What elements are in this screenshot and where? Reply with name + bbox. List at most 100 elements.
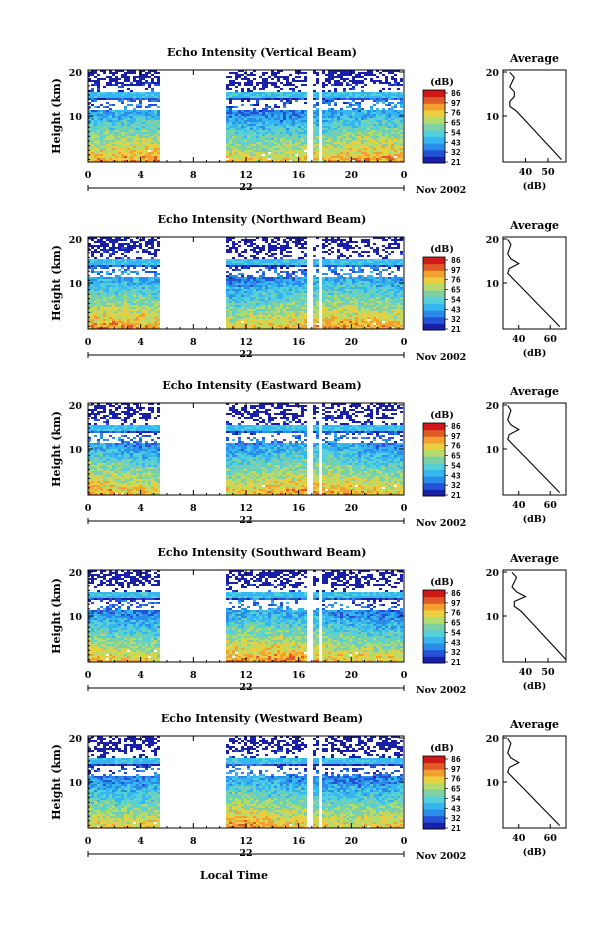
heatmap-cell [289,317,292,319]
heatmap-cell [130,128,133,130]
heatmap-cell [340,122,343,124]
heatmap-cell [100,96,103,98]
heatmap-cell [286,281,289,283]
heatmap-cell [112,156,115,158]
heatmap-cell [301,247,304,249]
heatmap-cell [238,259,241,261]
heatmap-cell [370,122,373,124]
heatmap-cell [322,158,325,160]
heatmap-cell [127,263,130,265]
heatmap-cell [292,120,295,122]
heatmap-cell [265,80,268,82]
heatmap-cell [391,148,394,150]
heatmap-cell [88,309,91,311]
heatmap-cell [343,142,346,144]
heatmap-cell [391,144,394,146]
heatmap-cell [289,255,292,257]
heatmap-cell [280,271,283,273]
heatmap-cell [154,96,157,98]
heatmap-cell [268,120,271,122]
heatmap-cell [253,154,256,156]
heatmap-cell [100,136,103,138]
heatmap-cell [328,72,331,74]
heatmap-cell [301,243,304,245]
heatmap-cell [142,110,145,112]
heatmap-cell [394,120,397,122]
heatmap-cell [127,319,130,321]
heatmap-cell [130,92,133,94]
heatmap-cell [97,128,100,130]
heatmap-cell [118,142,121,144]
heatmap-cell [118,70,121,72]
heatmap-cell [250,72,253,74]
heatmap-cell [148,110,151,112]
heatmap-cell [376,136,379,138]
heatmap-cell [313,156,316,158]
heatmap-cell [133,261,136,263]
heatmap-cell [385,112,388,114]
heatmap-cell [346,72,349,74]
heatmap-cell [361,144,364,146]
heatmap-cell [118,285,121,287]
avg-profile-line [509,72,562,160]
heatmap-cell [241,148,244,150]
heatmap-cell [259,305,262,307]
heatmap-cell [241,122,244,124]
heatmap-cell [157,122,160,124]
heatmap-cell [259,269,262,271]
heatmap-cell [352,70,355,72]
heatmap-cell [301,271,304,273]
heatmap-cell [256,307,259,309]
heatmap-cell [244,311,247,313]
heatmap-cell [229,106,232,108]
heatmap-cell [262,319,265,321]
heatmap-cell [229,325,232,327]
heatmap-cell [91,269,94,271]
heatmap-cell [289,263,292,265]
heatmap-cell [229,132,232,134]
heatmap-cell [103,86,106,88]
heatmap-cell [346,140,349,142]
heatmap-cell [118,295,121,297]
heatmap-cell [250,261,253,263]
heatmap-cell [130,265,133,267]
heatmap-cell [88,313,91,315]
heatmap-cell [88,263,91,265]
heatmap-cell [235,275,238,277]
heatmap-cell [259,156,262,158]
heatmap-cell [97,287,100,289]
heatmap-cell [94,241,97,243]
heatmap-cell [301,134,304,136]
heatmap-cell [304,253,307,255]
heatmap-cell [238,305,241,307]
heatmap-cell [292,98,295,100]
heatmap-cell [112,98,115,100]
heatmap-cell [100,249,103,251]
heatmap-cell [118,283,121,285]
heatmap-cell [280,253,283,255]
heatmap-cell [304,76,307,78]
heatmap-cell [382,152,385,154]
heatmap-cell [148,76,151,78]
heatmap-cell [247,116,250,118]
heatmap-cell [295,156,298,158]
heatmap-cell [328,76,331,78]
heatmap-cell [97,82,100,84]
heatmap-cell [133,84,136,86]
heatmap-cell [295,237,298,239]
heatmap-cell [295,80,298,82]
heatmap-cell [94,263,97,265]
heatmap-cell [277,148,280,150]
heatmap-cell [334,128,337,130]
heatmap-cell [145,313,148,315]
heatmap-cell [106,114,109,116]
heatmap-cell [91,247,94,249]
heatmap-cell [361,100,364,102]
heatmap-cell [400,118,403,120]
x-tick-label: 16 [292,170,306,181]
heatmap-cell [283,94,286,96]
heatmap-cell [280,100,283,102]
heatmap-cell [241,267,244,269]
heatmap-cell [148,120,151,122]
heatmap-cell [253,74,256,76]
